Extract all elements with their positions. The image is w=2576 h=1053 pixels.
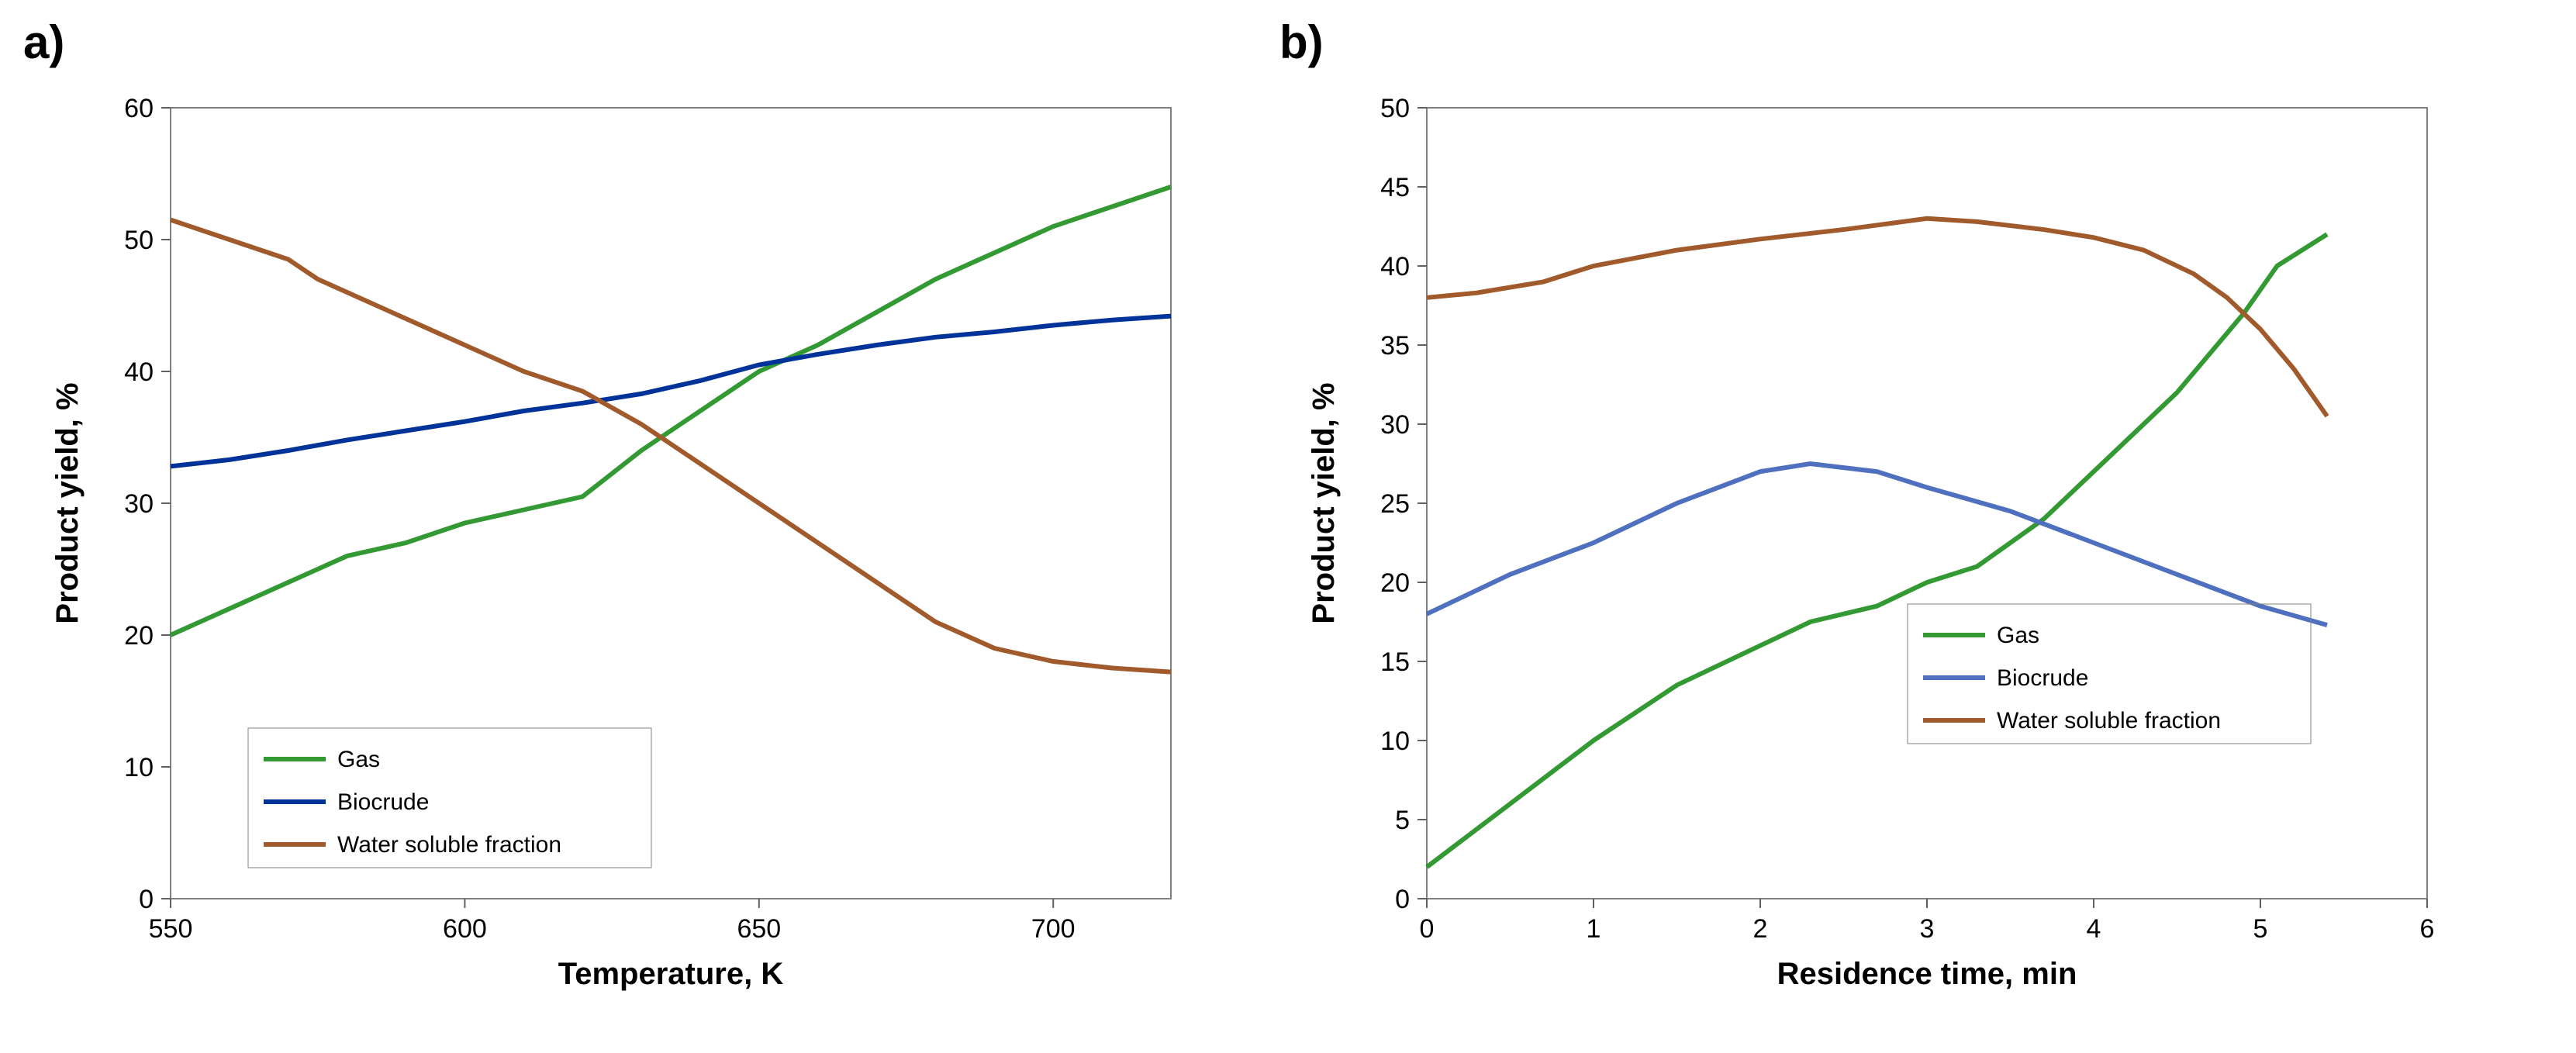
svg-text:1: 1 xyxy=(1587,914,1601,944)
svg-text:10: 10 xyxy=(124,753,154,782)
chart-b: 051015202530354045500123456Residence tim… xyxy=(1272,77,2481,1031)
svg-text:0: 0 xyxy=(139,885,154,914)
svg-text:50: 50 xyxy=(1380,94,1410,123)
svg-text:2: 2 xyxy=(1753,914,1768,944)
svg-text:4: 4 xyxy=(2087,914,2101,944)
svg-text:40: 40 xyxy=(1380,252,1410,281)
chart-a: 0 10 20 30 40 50 60 550 600 650 700 Temperature, K P… xyxy=(16,77,1225,1031)
svg-text:30: 30 xyxy=(124,489,154,519)
panel-b-label: b) xyxy=(1279,16,2481,69)
svg-text:3: 3 xyxy=(1920,914,1935,944)
panel-a-label: a) xyxy=(23,16,1225,69)
panel-b: b) 051015202530354045500123456Residence … xyxy=(1272,16,2481,1037)
svg-text:60: 60 xyxy=(124,94,154,123)
svg-text:Biocrude: Biocrude xyxy=(337,789,429,815)
svg-text:600: 600 xyxy=(443,914,487,944)
svg-text:15: 15 xyxy=(1380,647,1410,677)
chart-b-svg: 051015202530354045500123456Residence tim… xyxy=(1272,77,2481,1031)
svg-text:Gas: Gas xyxy=(1997,623,2039,648)
svg-text:10: 10 xyxy=(1380,727,1410,756)
svg-text:Water soluble fraction: Water soluble fraction xyxy=(1997,708,2221,734)
svg-text:Residence time, min: Residence time, min xyxy=(1777,957,2077,991)
svg-text:6: 6 xyxy=(2420,914,2435,944)
svg-text:Biocrude: Biocrude xyxy=(1997,665,2088,691)
svg-text:5: 5 xyxy=(1395,806,1410,835)
svg-text:30: 30 xyxy=(1380,410,1410,440)
svg-text:550: 550 xyxy=(149,914,193,944)
svg-text:40: 40 xyxy=(124,357,154,387)
panel-a: a) 0 10 20 30 40 50 60 550 600 650 700 Temperature,… xyxy=(16,16,1225,1037)
svg-text:0: 0 xyxy=(1395,885,1410,914)
svg-text:20: 20 xyxy=(124,621,154,651)
svg-text:650: 650 xyxy=(737,914,781,944)
svg-text:35: 35 xyxy=(1380,331,1410,361)
svg-text:Gas: Gas xyxy=(337,747,380,772)
svg-text:0: 0 xyxy=(1420,914,1435,944)
svg-text:50: 50 xyxy=(124,226,154,255)
svg-text:5: 5 xyxy=(2253,914,2268,944)
svg-text:45: 45 xyxy=(1380,173,1410,202)
svg-text:Temperature, K: Temperature, K xyxy=(558,957,784,991)
svg-text:20: 20 xyxy=(1380,568,1410,598)
svg-text:Product yield, %: Product yield, % xyxy=(1307,382,1341,623)
chart-a-svg: 0 10 20 30 40 50 60 550 600 650 700 Temperature, K P… xyxy=(16,77,1225,1031)
svg-text:Product yield, %: Product yield, % xyxy=(50,382,85,623)
svg-text:25: 25 xyxy=(1380,489,1410,519)
svg-text:Water soluble fraction: Water soluble fraction xyxy=(337,832,561,858)
svg-text:700: 700 xyxy=(1031,914,1076,944)
